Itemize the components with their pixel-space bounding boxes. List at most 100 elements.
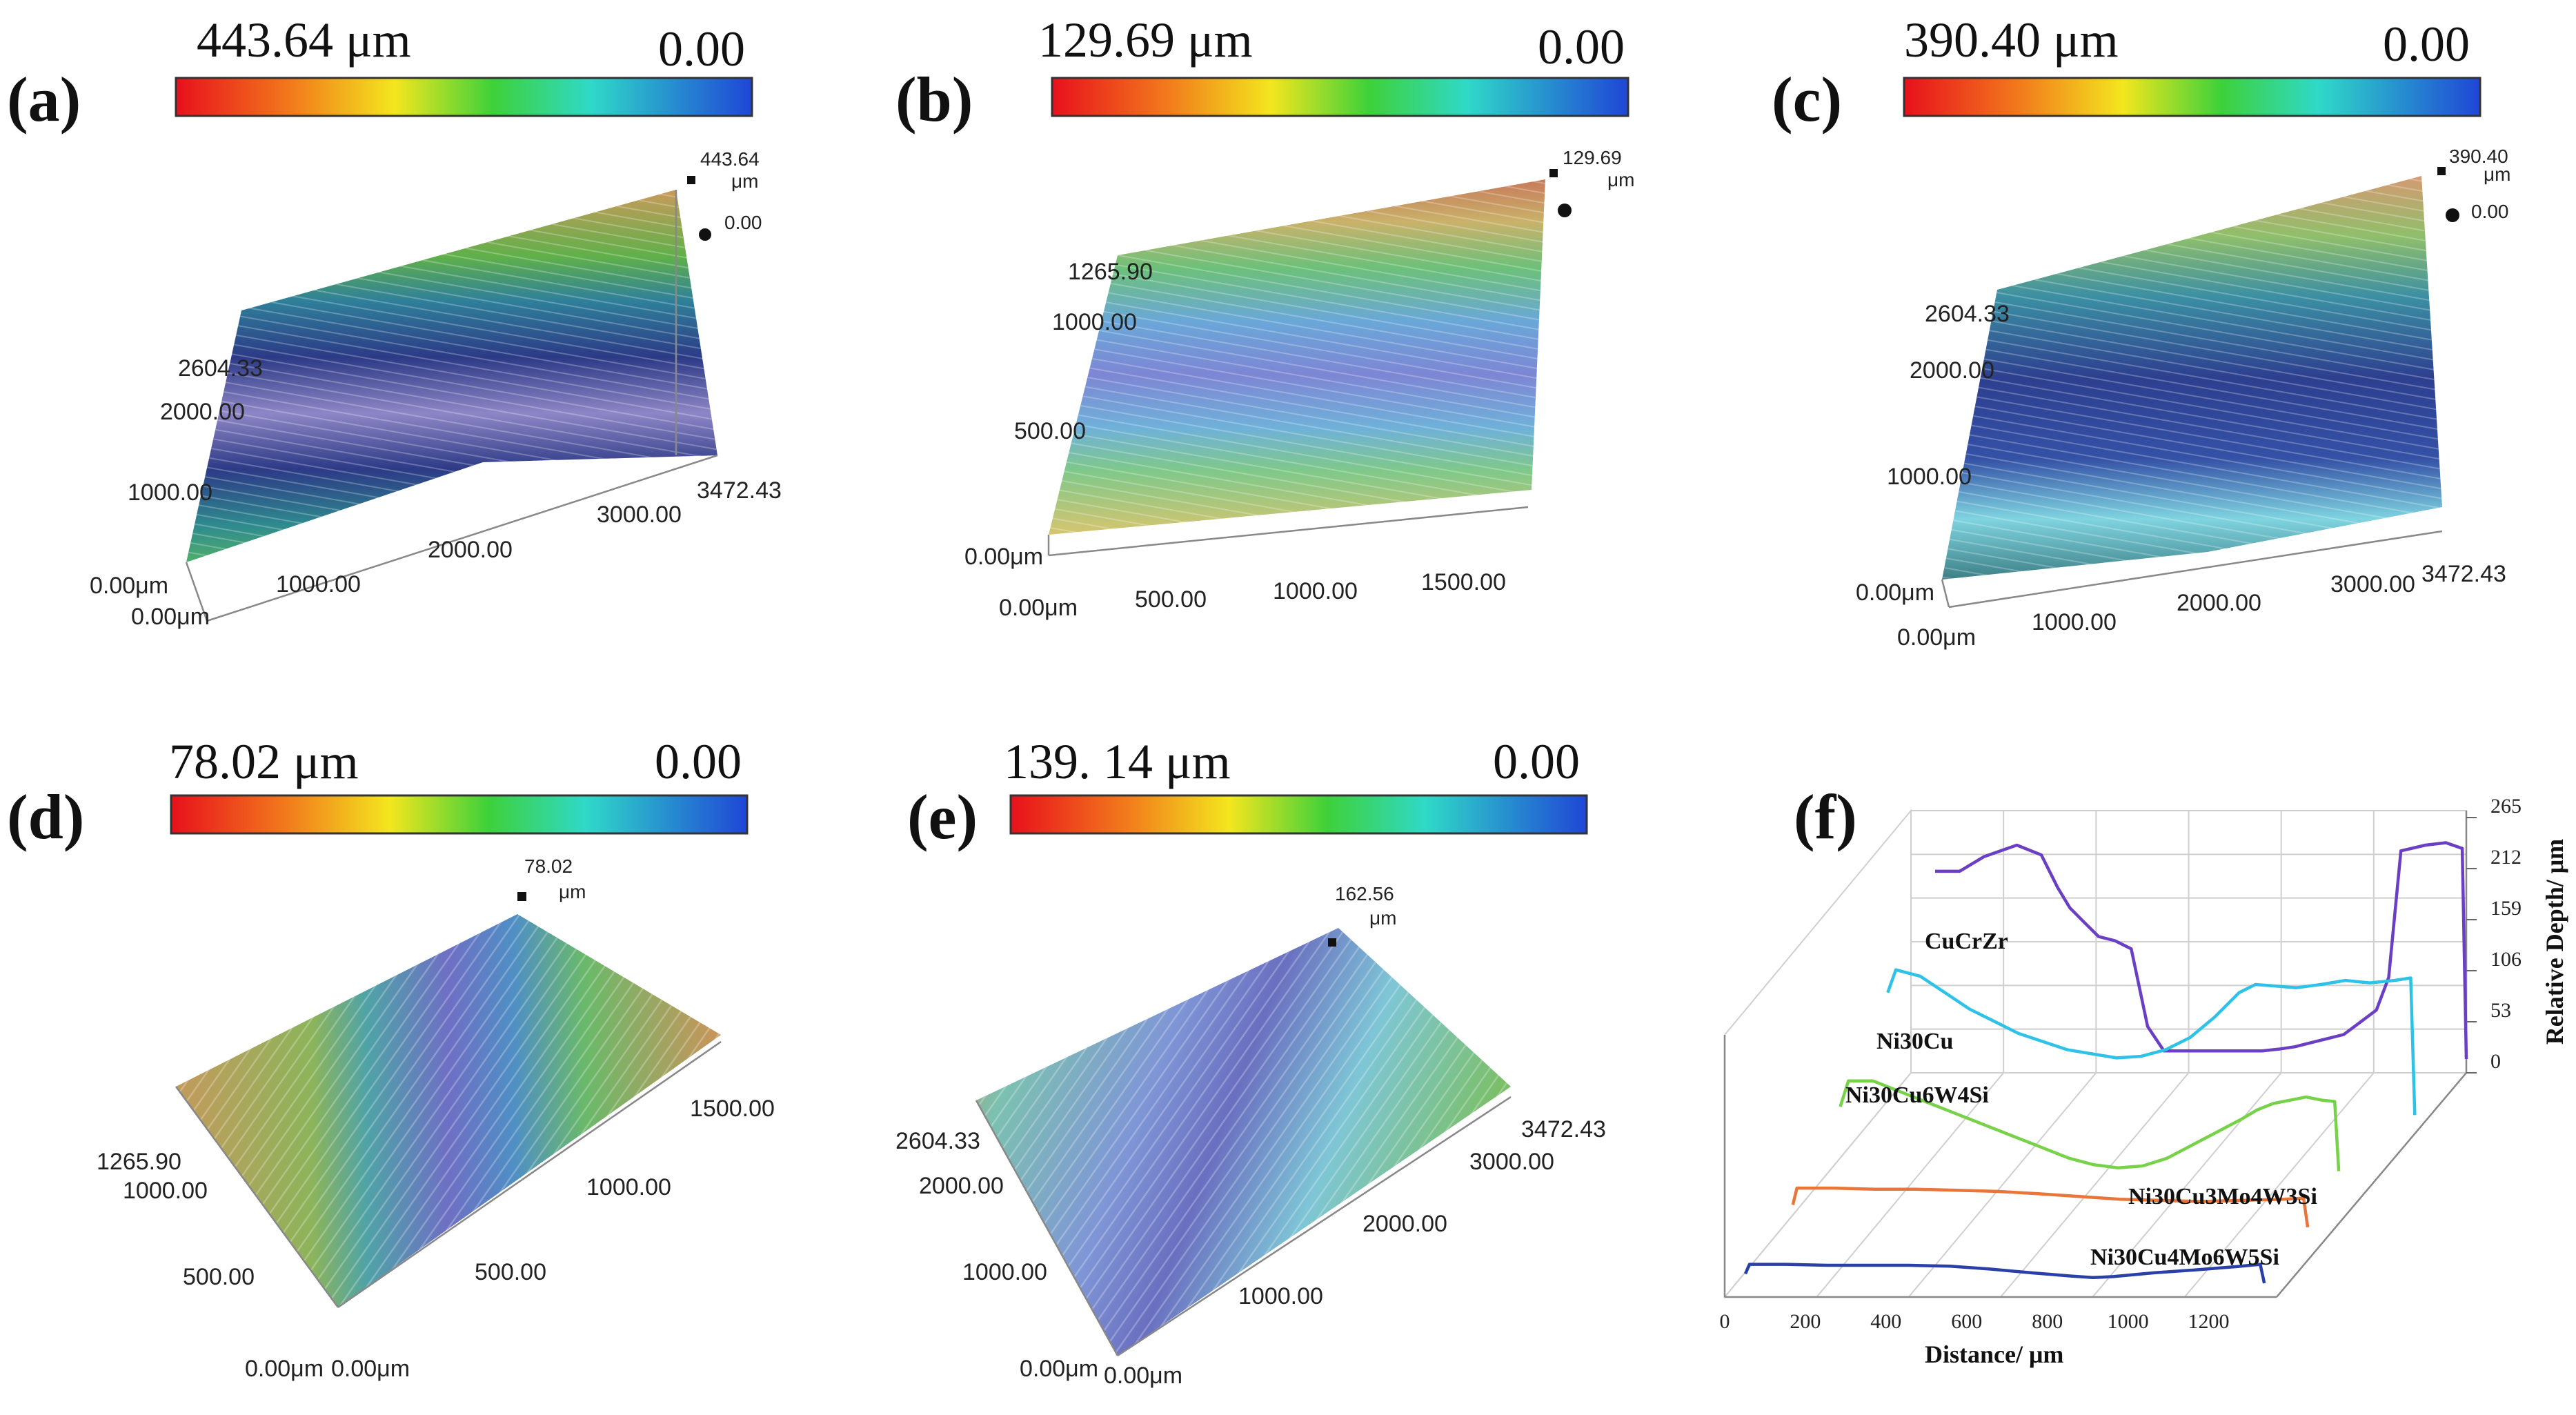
f-z-tick: 106: [2490, 948, 2521, 971]
f-series-label-4: Ni30Cu4Mo6W5Si: [2090, 1245, 2279, 1270]
colorbar-e: [1009, 794, 1588, 835]
colorbar-min-label-d: 0.00: [655, 734, 742, 789]
y-axis-d: [175, 1086, 339, 1308]
x-tick-b-0: 0.00μm: [999, 595, 1078, 621]
f-series-label-1: Ni30Cu: [1876, 1029, 1953, 1054]
f-gridlines: [1816, 811, 2466, 1298]
colorbar-min-label-a: 0.00: [658, 21, 745, 77]
x-axis-d: [337, 1040, 722, 1309]
y-tick-d-0: 1265.90: [97, 1149, 181, 1175]
colorbar-max-label-d: 78.02 μm: [169, 734, 359, 789]
f-series-group: [1743, 841, 2468, 1284]
y-tick-c-3: 0.00μm: [1856, 580, 1934, 606]
z-bottom-c: 0.00: [2471, 201, 2509, 222]
colorbar-min-label-e: 0.00: [1493, 734, 1580, 789]
x-tick-c-3: 3000.00: [2330, 571, 2415, 597]
y-tick-a-0: 2604.33: [178, 355, 263, 382]
zmin-marker-b: [1558, 204, 1572, 217]
x-tick-c-0: 0.00μm: [1897, 624, 1976, 651]
y-tick-e-3: 0.00μm: [1020, 1356, 1098, 1382]
panel-label-e: (e): [907, 782, 978, 852]
z-bottom-a: 0.00: [724, 212, 762, 233]
y-tick-e-0: 2604.33: [895, 1128, 980, 1154]
x-tick-a-4: 3472.43: [697, 477, 782, 504]
z-top-e: 162.56: [1335, 883, 1394, 904]
y-tick-b-1: 1000.00: [1052, 309, 1137, 335]
surface-b-texture: [1049, 179, 1545, 535]
y-tick-a-3: 0.00μm: [90, 573, 168, 599]
f-grid-floor: [1816, 1072, 2004, 1298]
zmax-marker-c: [2437, 167, 2446, 175]
f-x-tick: 0: [1720, 1310, 1730, 1333]
x-tick-c-2: 2000.00: [2177, 590, 2261, 616]
x-tick-c-4: 3472.43: [2421, 561, 2506, 587]
panel-label-c: (c): [1772, 64, 1842, 135]
z-top-b: 129.69: [1563, 147, 1622, 168]
y-axis-e: [975, 1100, 1119, 1356]
y-tick-e-2: 1000.00: [962, 1259, 1047, 1285]
surface-a-texture: [186, 190, 717, 562]
f-x-label: Distance/ μm: [1925, 1340, 2063, 1368]
y-tick-c-0: 2604.33: [1925, 301, 2010, 327]
x-tick-b-1: 500.00: [1135, 586, 1207, 613]
f-y-label: Relative Depth/ μm: [2541, 839, 2568, 1045]
x-tick-e-2: 2000.00: [1363, 1211, 1447, 1237]
y-tick-d-2: 500.00: [183, 1264, 255, 1290]
f-z-tick: 0: [2490, 1050, 2501, 1073]
x-axis-b: [1048, 506, 1529, 557]
zmax-marker-e: [1328, 938, 1336, 947]
y-tick-c-1: 2000.00: [1910, 357, 1994, 384]
panel-e: (e) 139. 14 μm 0.00 162.56 μm 2604.33 20…: [895, 734, 1606, 1389]
x-tick-a-1: 1000.00: [276, 571, 361, 597]
panel-label-f: (f): [1794, 782, 1857, 852]
f-grid-floor: [2183, 1072, 2375, 1298]
z-unit-d: μm: [559, 881, 586, 902]
x-tick-d-2: 1000.00: [586, 1174, 671, 1200]
panel-label-a: (a): [7, 64, 81, 135]
x-tick-a-3: 3000.00: [597, 502, 682, 528]
y-tick-d-3: 0.00μm: [245, 1356, 324, 1382]
panel-b: (b) 129.69 μm 0.00 129.69 μm 1265.90 100…: [895, 12, 1634, 621]
y-tick-e-1: 2000.00: [919, 1173, 1004, 1199]
surface-d-texture: [176, 914, 721, 1307]
colorbar-b: [1051, 77, 1629, 117]
x-axis-e: [1117, 1096, 1512, 1357]
colorbar-max-label-e: 139. 14 μm: [1004, 734, 1231, 789]
f-z-tick: 212: [2490, 846, 2521, 869]
x-tick-b-2: 1000.00: [1273, 578, 1358, 604]
y-tick-d-1: 1000.00: [123, 1178, 208, 1204]
colorbar-max-label-c: 390.40 μm: [1904, 12, 2119, 68]
y-tick-a-2: 1000.00: [128, 479, 212, 506]
y-tick-b-0: 1265.90: [1068, 259, 1153, 285]
surface-c-texture: [1942, 176, 2442, 580]
f-x-tick: 200: [1790, 1310, 1821, 1333]
f-series-line-Ni30Cu: [1886, 968, 2417, 1116]
x-tick-d-3: 1500.00: [690, 1096, 775, 1122]
y-tick-b-3: 0.00μm: [964, 544, 1043, 570]
x-tick-c-1: 1000.00: [2032, 609, 2117, 635]
f-grid-floor: [2000, 1072, 2190, 1298]
zmax-marker-b: [1549, 169, 1558, 177]
zmin-marker-a: [699, 228, 711, 241]
zmax-marker-a: [687, 176, 695, 184]
f-z-tick: 265: [2490, 795, 2521, 818]
f-series-line-Ni30Cu4Mo6W5Si: [1743, 1263, 2266, 1284]
f-x-tick: 1000: [2108, 1310, 2149, 1333]
x-tick-b-3: 1500.00: [1421, 569, 1506, 595]
f-z-tick: 159: [2490, 897, 2521, 920]
panel-f: (f) 0 200 400 600 800 1000 1200 0 53 106 159 212 26…: [1720, 782, 2569, 1368]
colorbar-max-label-b: 129.69 μm: [1038, 12, 1253, 68]
f-x-tick: 800: [2032, 1310, 2063, 1333]
f-z-tick: 53: [2490, 999, 2511, 1022]
z-unit-a: μm: [731, 170, 758, 192]
colorbar-min-label-c: 0.00: [2383, 17, 2470, 72]
panel-c: (c) 390.40 μm 0.00 390.40 μm 0.00 2604.3…: [1772, 12, 2510, 651]
y-tick-c-2: 1000.00: [1887, 464, 1972, 490]
x-tick-e-1: 1000.00: [1238, 1283, 1323, 1309]
panel-d: (d) 78.02 μm 0.00 78.02 μm 1265.90 1000.…: [7, 734, 775, 1382]
f-right-edge: [2276, 1072, 2467, 1298]
f-x-tick: 400: [1870, 1310, 1901, 1333]
y-tick-a-1: 2000.00: [160, 399, 245, 425]
z-top-d: 78.02: [524, 855, 573, 877]
